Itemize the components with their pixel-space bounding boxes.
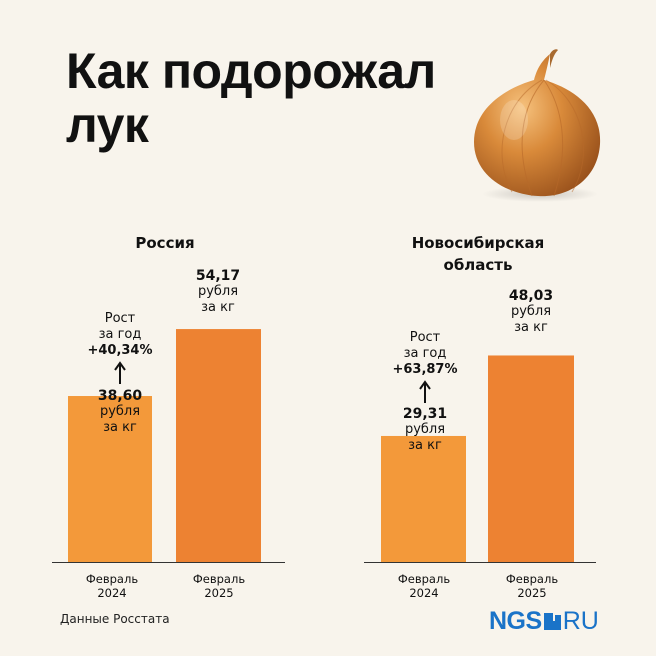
tick-label-russia-2025: Февраль 2025 [192, 572, 246, 600]
title-line-2: лук [66, 97, 149, 153]
chart-title-novosibirsk: Новосибирская область [378, 232, 578, 276]
growth-label-russia: Рост за год +40,34% [87, 311, 153, 358]
chart-title-russia: Россия [135, 234, 195, 252]
tick-label-russia-2024: Февраль 2024 [85, 572, 139, 600]
growth-arrow-russia [114, 361, 126, 384]
logo-text-ru: RU [562, 606, 599, 635]
source-note: Данные Росстата [60, 612, 170, 626]
onion-illustration [474, 49, 601, 202]
value-label-russia-2024: 38,60 рубля за кг [97, 388, 143, 435]
bar-russia-2024 [68, 396, 152, 562]
growth-label-novosibirsk: Рост за год +63,87% [392, 330, 458, 377]
chart-title-novosibirsk-line1: Новосибирская [411, 234, 545, 252]
logo-square-icon [543, 612, 561, 630]
growth-arrow-novosibirsk [419, 380, 431, 403]
bar-novosibirsk-2024 [381, 435, 466, 562]
tick-label-novosibirsk-2024: Февраль 2024 [397, 572, 451, 600]
bar-russia-2025 [176, 329, 261, 562]
value-label-russia-2025: 54,17 рубля за кг [195, 268, 241, 315]
tick-label-novosibirsk-2025: Февраль 2025 [505, 572, 559, 600]
ngs-logo[interactable]: NGS RU [489, 606, 599, 635]
title-line-1: Как подорожал [66, 43, 436, 99]
page-title: Как подорожал лук [66, 44, 436, 152]
value-label-novosibirsk-2024: 29,31 рубля за кг [402, 406, 448, 453]
chart-title-novosibirsk-line2: область [443, 256, 513, 274]
bar-novosibirsk-2025 [488, 355, 574, 562]
logo-text-ngs: NGS [489, 606, 542, 635]
value-label-novosibirsk-2025: 48,03 рубля за кг [508, 288, 554, 335]
